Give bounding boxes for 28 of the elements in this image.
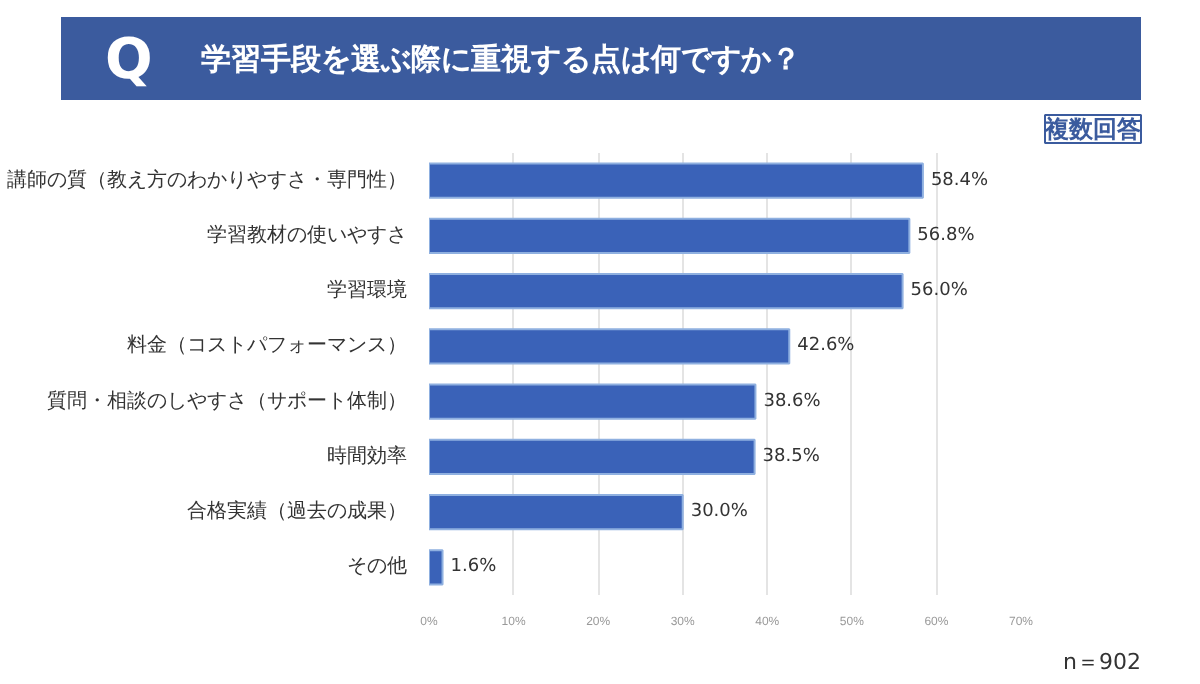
bar bbox=[429, 549, 444, 586]
y-tick-label: 時間効率 bbox=[327, 443, 407, 468]
text: 複数回答 bbox=[1043, 115, 1143, 143]
y-tick-label: その他 bbox=[347, 554, 407, 579]
y-tick-label: 学習環境 bbox=[327, 278, 407, 303]
data-label: 38.6% bbox=[763, 391, 822, 412]
data-label: 1.6% bbox=[450, 557, 498, 578]
bar bbox=[429, 494, 684, 531]
data-label: 38.5% bbox=[762, 446, 821, 467]
data-label: 30.0% bbox=[690, 502, 749, 523]
text: Q bbox=[105, 26, 153, 92]
bar bbox=[429, 328, 791, 365]
y-tick-label: 料金（コストパフォーマンス） bbox=[127, 333, 407, 358]
data-label: 56.0% bbox=[910, 281, 969, 302]
data-label: 56.8% bbox=[917, 225, 976, 246]
y-tick-label: 質問・相談のしやすさ（サポート体制） bbox=[47, 388, 407, 413]
text: n＝902 bbox=[1063, 649, 1141, 675]
y-tick-label: 学習教材の使いやすさ bbox=[207, 222, 407, 247]
bar bbox=[429, 162, 924, 199]
data-label: 58.4% bbox=[930, 170, 989, 191]
bar bbox=[429, 217, 911, 254]
y-tick-label: 合格実績（過去の成果） bbox=[187, 499, 407, 524]
bar bbox=[429, 438, 756, 475]
data-label: 42.6% bbox=[797, 336, 856, 357]
chart-title: 学習手段を選ぶ際に重視する点は何ですか？ bbox=[201, 41, 801, 77]
bar bbox=[429, 383, 757, 420]
bar bbox=[429, 273, 904, 310]
y-tick-label: 講師の質（教え方のわかりやすさ・専門性） bbox=[7, 167, 407, 192]
